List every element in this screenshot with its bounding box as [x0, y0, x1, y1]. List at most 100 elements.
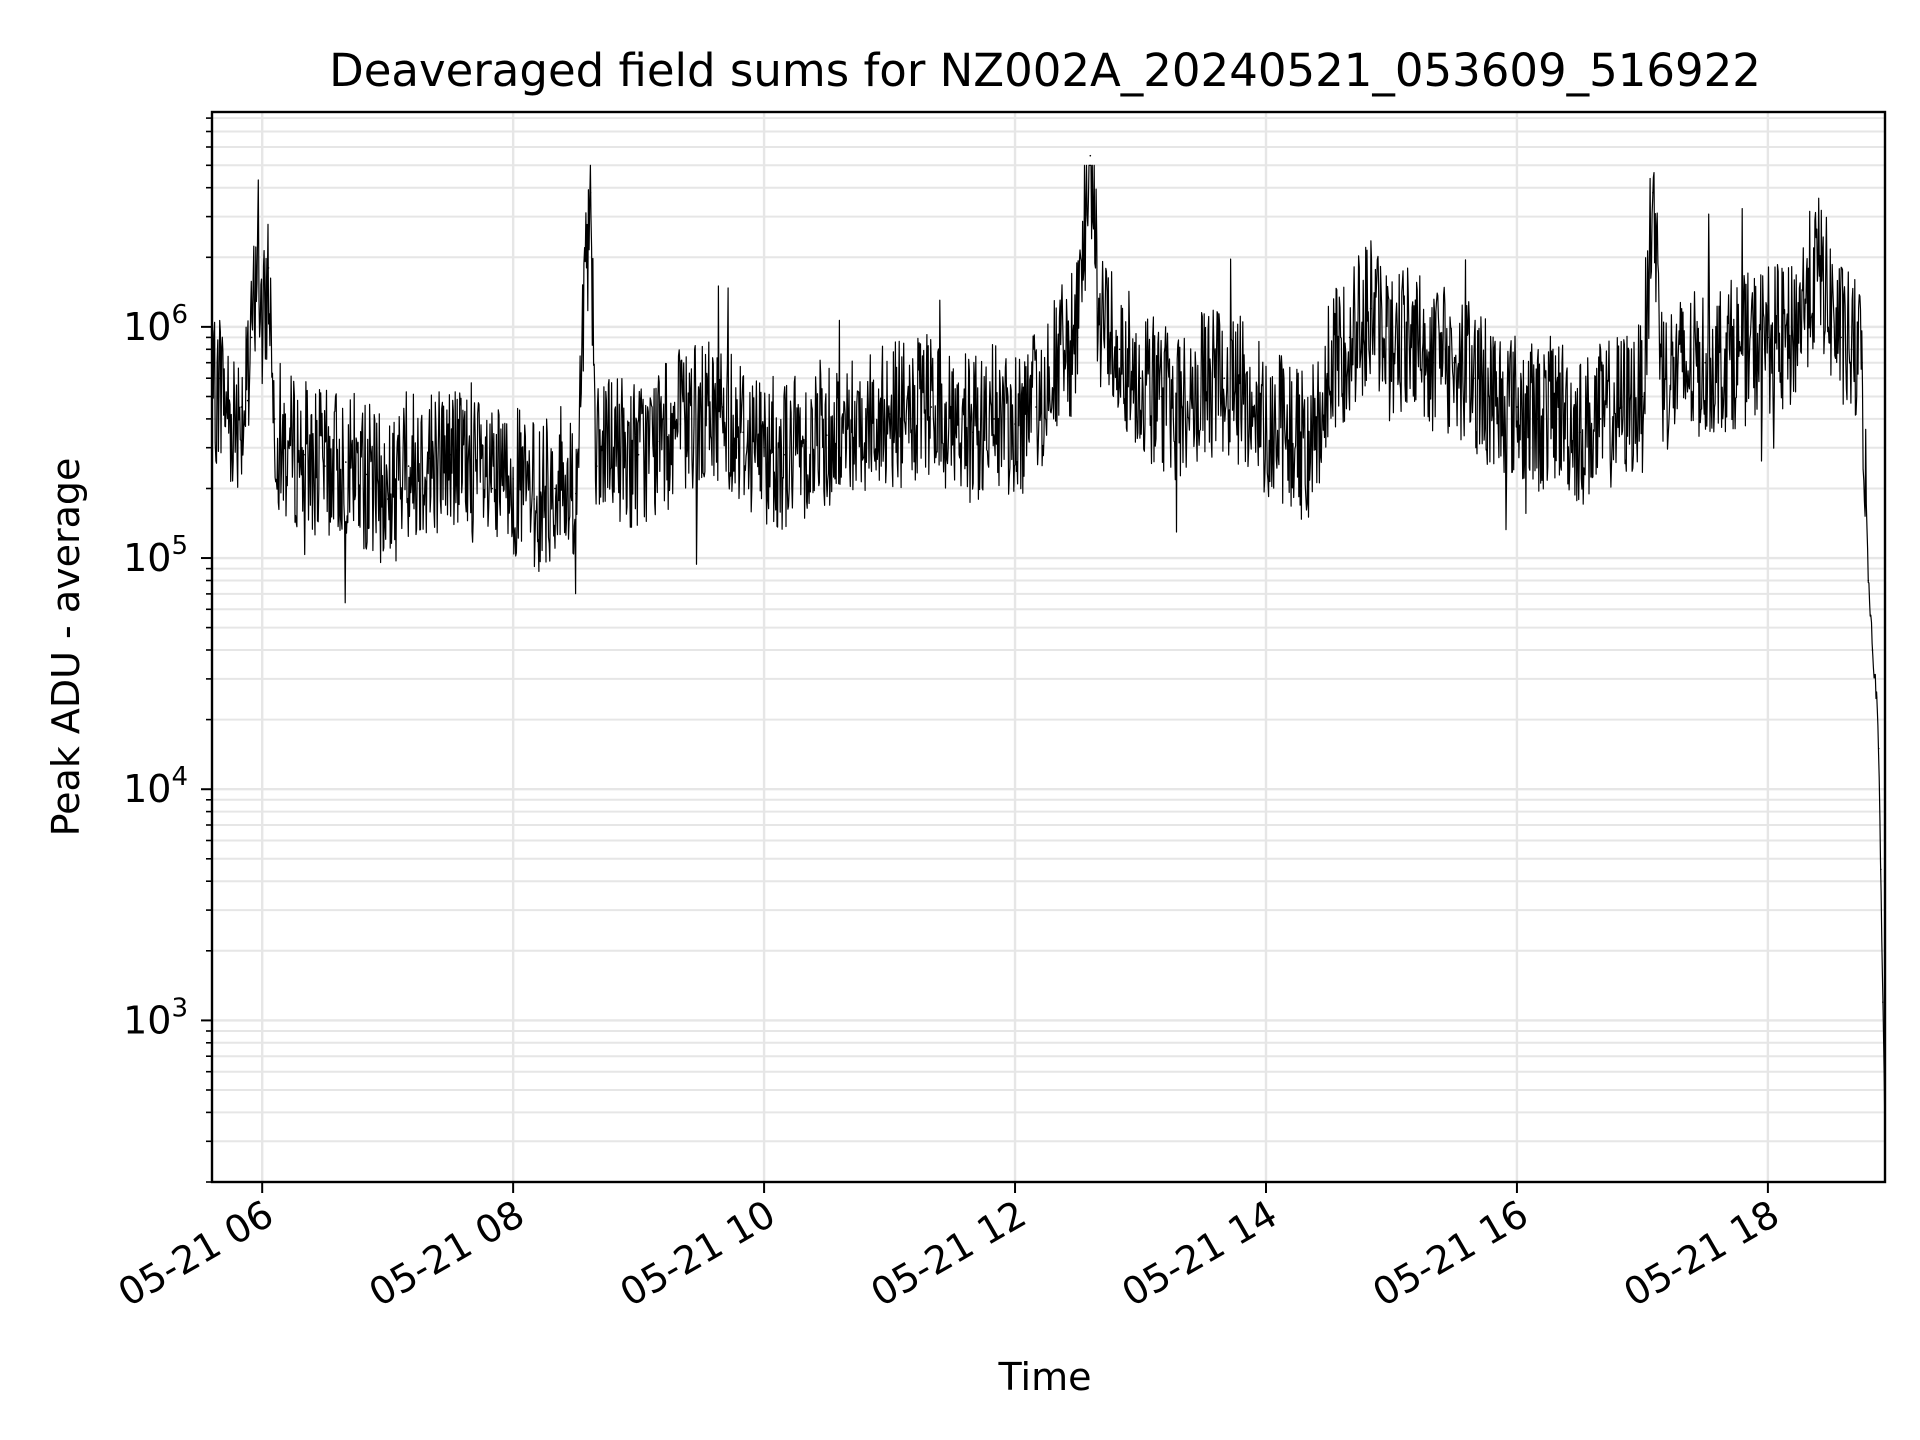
data-point	[366, 473, 368, 476]
data-point	[1620, 406, 1623, 408]
data-point	[1861, 361, 1863, 364]
data-point	[1578, 431, 1581, 434]
data-point	[1516, 406, 1518, 408]
data-point	[1348, 336, 1351, 339]
y-tick-label: 106	[123, 300, 188, 349]
data-point	[246, 399, 249, 402]
data-point	[1118, 348, 1121, 351]
data-point	[267, 267, 270, 269]
data-point	[1819, 267, 1821, 269]
data-point	[470, 465, 473, 467]
data-point	[679, 423, 682, 425]
data-point	[742, 431, 744, 434]
data-point	[324, 465, 326, 467]
data-point	[449, 453, 452, 456]
data-point	[1767, 336, 1769, 339]
data-point	[1875, 696, 1878, 698]
data-point	[1704, 361, 1706, 364]
data-point	[1369, 307, 1372, 310]
data-point	[533, 498, 535, 500]
series-line	[211, 164, 1886, 1140]
x-axis-label: Time	[998, 1355, 1092, 1399]
data-point	[230, 418, 232, 420]
plot-frame	[210, 110, 1887, 1184]
data-point	[1327, 377, 1330, 380]
data-point	[826, 434, 828, 437]
data-point	[888, 413, 891, 415]
data-point	[596, 465, 598, 467]
data-point	[867, 418, 870, 420]
data-point	[909, 418, 912, 420]
data-point	[1867, 579, 1870, 582]
data-point	[386, 498, 389, 500]
data-point	[1181, 406, 1184, 408]
data-point	[1244, 395, 1246, 398]
data-point	[1746, 348, 1748, 351]
data-point	[637, 453, 640, 456]
data-point	[1882, 1001, 1884, 1003]
data-point	[1829, 307, 1832, 310]
y-tick-label: 104	[123, 762, 188, 811]
data-point	[512, 478, 514, 480]
data-point	[219, 377, 222, 380]
y-axis-label: Peak ADU - average	[44, 458, 88, 837]
y-axis: 103 104 105 106	[123, 117, 212, 1183]
data-point	[700, 418, 703, 420]
data-point	[1880, 868, 1882, 871]
data-point	[1652, 192, 1654, 194]
data-point	[1307, 446, 1309, 449]
data-point	[1160, 395, 1163, 398]
data-point	[616, 446, 619, 449]
data-point	[1286, 431, 1288, 434]
data-point	[575, 492, 577, 495]
data-point	[589, 192, 592, 194]
data-point	[1683, 369, 1685, 371]
data-point	[1537, 418, 1539, 420]
data-point	[491, 487, 494, 490]
data-point	[1877, 747, 1880, 750]
data-point	[1035, 406, 1037, 408]
data-point	[972, 431, 974, 434]
data-point	[1077, 336, 1079, 339]
data-point	[554, 487, 556, 490]
data-point	[261, 348, 264, 351]
data-point	[1223, 377, 1225, 380]
data-point	[282, 446, 284, 449]
data-point	[273, 418, 276, 420]
data-point	[1139, 377, 1142, 380]
data-point	[763, 446, 765, 449]
chart-title: Deaveraged field sums for NZ002A_2024052…	[329, 44, 1761, 97]
data-point	[1840, 336, 1842, 339]
data-point	[1725, 354, 1727, 357]
data-point	[250, 336, 253, 339]
data-point	[257, 234, 259, 236]
data-point	[1390, 348, 1393, 351]
data-point	[407, 465, 410, 467]
data-point	[1453, 361, 1455, 364]
data-point	[1850, 348, 1853, 351]
series-group	[211, 154, 1886, 1140]
data-point	[993, 418, 995, 420]
data-point	[721, 406, 724, 408]
data-point	[1097, 307, 1100, 310]
data-point	[1662, 377, 1665, 380]
data-point	[240, 406, 243, 408]
y-tick-label: 105	[123, 531, 188, 580]
data-point	[1014, 423, 1016, 425]
data-point	[1558, 406, 1560, 408]
data-point	[846, 423, 849, 425]
data-point	[1788, 342, 1790, 345]
data-point	[428, 457, 431, 460]
data-point	[1641, 395, 1644, 398]
data-point	[784, 453, 786, 456]
data-point	[1495, 395, 1497, 398]
data-point	[1474, 377, 1476, 380]
data-point	[1265, 418, 1267, 420]
data-point	[303, 453, 305, 456]
y-tick-label: 103	[123, 993, 188, 1042]
data-point	[1202, 386, 1205, 388]
grid-minor	[212, 117, 1885, 1183]
data-point	[1871, 649, 1874, 651]
data-point	[1808, 285, 1811, 288]
